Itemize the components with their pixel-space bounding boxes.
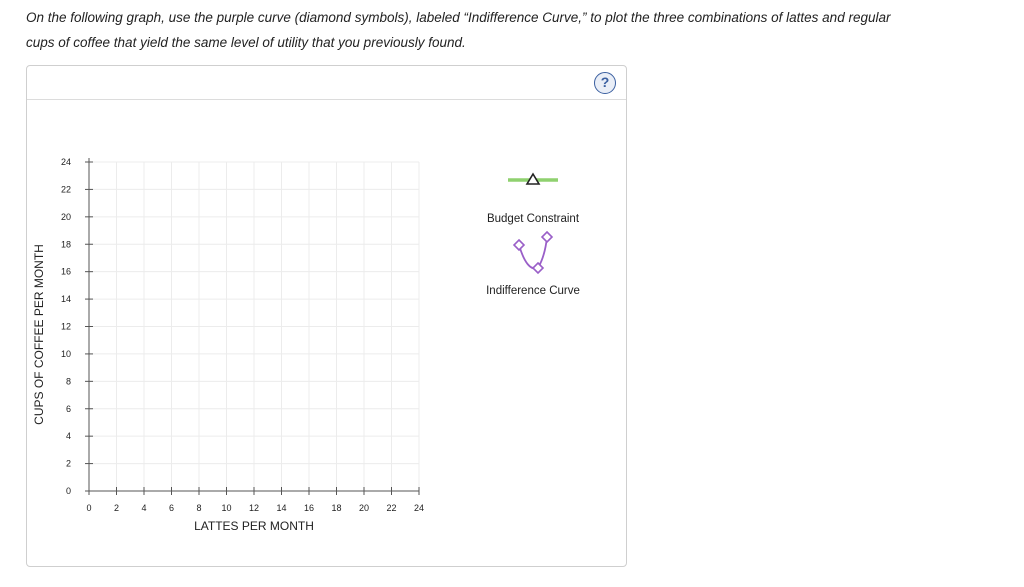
y-tick-label: 14 (61, 294, 71, 304)
x-tick-label: 22 (386, 503, 396, 513)
help-icon[interactable]: ? (594, 72, 616, 94)
triangle-marker-icon (525, 172, 541, 185)
x-tick-label: 18 (331, 503, 341, 513)
instructions-line-2: cups of coffee that yield the same level… (26, 34, 466, 50)
y-tick-label: 20 (61, 212, 71, 222)
y-tick-label: 24 (61, 157, 71, 167)
x-tick-label: 2 (114, 503, 119, 513)
x-tick-label: 10 (221, 503, 231, 513)
diamond-marker-icon (512, 238, 526, 252)
y-tick-label: 4 (66, 431, 71, 441)
x-tick-label: 0 (86, 503, 91, 513)
y-tick-label: 18 (61, 239, 71, 249)
instructions-line-1: On the following graph, use the purple c… (26, 10, 891, 25)
instructions-text: On the following graph, use the purple c… (26, 6, 1006, 55)
x-tick-label: 20 (359, 503, 369, 513)
x-tick-label: 12 (249, 503, 259, 513)
y-tick-label: 0 (66, 486, 71, 496)
y-tick-label: 12 (61, 322, 71, 332)
legend-budget-constraint-tool[interactable]: Budget Constraint (487, 172, 580, 225)
panel-header: ? (27, 66, 626, 100)
y-tick-label: 6 (66, 404, 71, 414)
graph-panel: ? 0 2 4 6 8 10 12 14 16 18 20 22 24 0 2 4 6 8 10 12 14 16 18 20… (26, 65, 627, 567)
x-tick-label: 4 (141, 503, 146, 513)
diamond-marker-icon (540, 230, 554, 244)
y-tick-label: 16 (61, 267, 71, 277)
y-tick-label: 10 (61, 349, 71, 359)
y-tick-label: 22 (61, 184, 71, 194)
x-tick-label: 8 (196, 503, 201, 513)
x-tick-label: 16 (304, 503, 314, 513)
indifference-curve-line-icon (518, 236, 548, 270)
y-axis-title: CUPS OF COFFEE PER MONTH (32, 244, 46, 425)
legend-indifference-curve-tool[interactable]: Indifference Curve (486, 230, 580, 297)
x-tick-label: 24 (414, 503, 424, 513)
x-axis-title: LATTES PER MONTH (194, 519, 314, 533)
diamond-marker-icon (531, 261, 545, 275)
y-tick-label: 8 (66, 376, 71, 386)
legend-label-budget-constraint: Budget Constraint (487, 213, 580, 225)
legend-label-indifference-curve: Indifference Curve (486, 285, 580, 297)
y-tick-label: 2 (66, 459, 71, 469)
x-tick-label: 14 (276, 503, 286, 513)
x-tick-label: 6 (169, 503, 174, 513)
